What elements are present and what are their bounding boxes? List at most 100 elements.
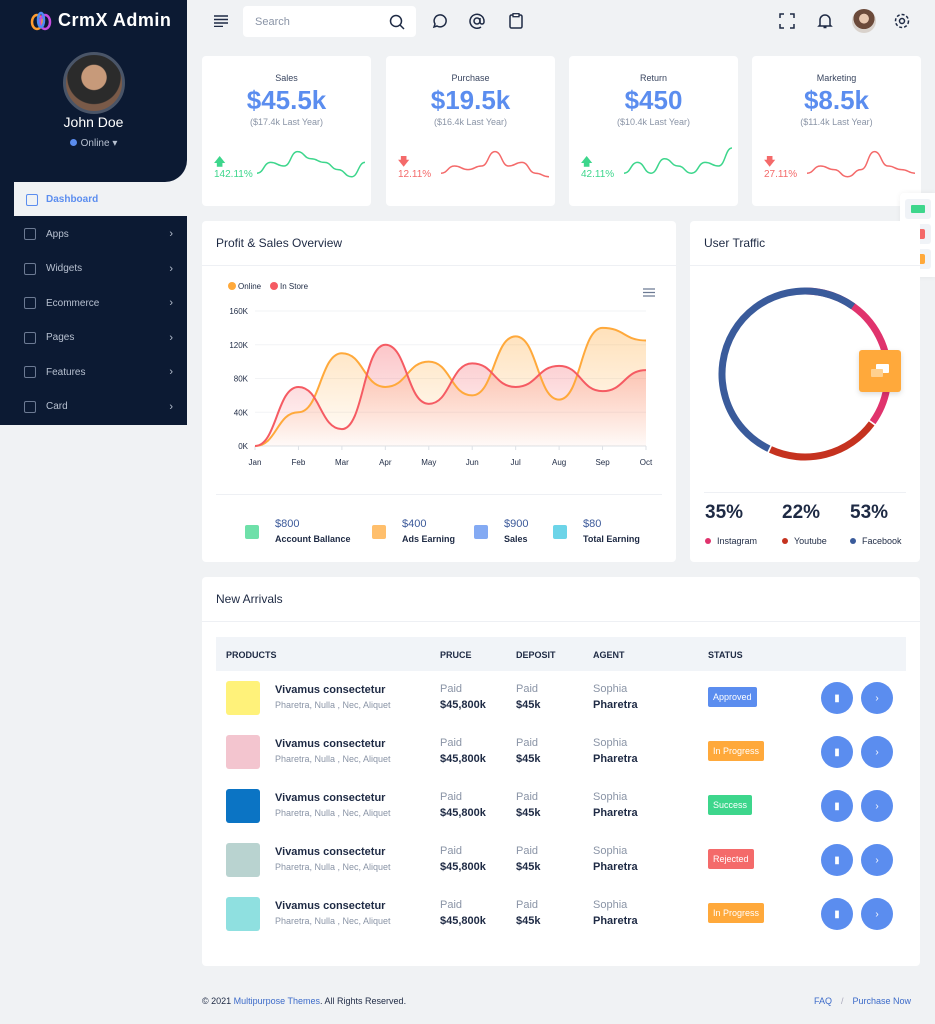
table-row: Vivamus consectetur Pharetra, Nulla , Ne…	[202, 735, 920, 789]
money-icon[interactable]	[905, 199, 931, 219]
product-tags: Pharetra, Nulla , Nec, Aliquet	[275, 700, 391, 710]
sidebar-item-card[interactable]: Card ›	[0, 390, 187, 424]
product-name[interactable]: Vivamus consectetur	[275, 738, 386, 750]
agent-surname: Pharetra	[593, 861, 638, 873]
product-name[interactable]: Vivamus consectetur	[275, 846, 386, 858]
overview-title: Profit & Sales Overview	[202, 221, 676, 266]
y-tick-label: 40K	[234, 408, 249, 417]
price-label: Paid	[440, 791, 463, 803]
agent-name: Sophia	[593, 791, 628, 803]
deposit-label: Paid	[516, 845, 539, 857]
product-name[interactable]: Vivamus consectetur	[275, 684, 386, 696]
profile-panel: CrmX Admin John Doe Online ▾	[0, 0, 187, 182]
y-tick-label: 80K	[234, 375, 249, 384]
x-tick-label: May	[421, 458, 436, 467]
sidebar-item-pages[interactable]: Pages ›	[0, 321, 187, 355]
product-name[interactable]: Vivamus consectetur	[275, 792, 386, 804]
faq-link[interactable]: FAQ	[813, 996, 832, 1006]
box-icon	[24, 366, 36, 378]
app-logo[interactable]: CrmX Admin	[30, 10, 171, 31]
chevron-right-icon: ›	[169, 297, 173, 309]
legend-marker	[228, 282, 236, 290]
user-status: Online	[80, 138, 110, 149]
sidebar-item-dashboard[interactable]: Dashboard	[14, 183, 194, 216]
legend-label: Online	[238, 282, 262, 291]
legend-label: In Store	[280, 282, 309, 291]
clipboard-icon[interactable]	[505, 10, 527, 32]
chevron-right-icon: ›	[875, 746, 879, 758]
monitor-icon	[26, 193, 38, 206]
product-name[interactable]: Vivamus consectetur	[275, 900, 386, 912]
chart-menu-icon[interactable]	[643, 284, 655, 302]
earning-icon	[372, 525, 386, 539]
product-image	[226, 681, 260, 715]
brand-link[interactable]: Multipurpose Themes	[233, 996, 321, 1006]
bookmark-button[interactable]: ▮	[821, 790, 853, 822]
fullscreen-icon[interactable]	[776, 10, 798, 32]
menu-toggle-icon[interactable]	[210, 10, 232, 32]
stat-label: Sales	[275, 73, 298, 83]
sidebar-item-ecommerce[interactable]: Ecommerce ›	[0, 286, 187, 320]
user-status-dropdown[interactable]: Online ▾	[0, 138, 187, 149]
table-row: Vivamus consectetur Pharetra, Nulla , Ne…	[202, 897, 920, 951]
separator: /	[840, 996, 844, 1006]
price-value: $45,800k	[440, 861, 486, 873]
details-button[interactable]: ›	[861, 736, 893, 768]
deposit-label: Paid	[516, 737, 539, 749]
bookmark-button[interactable]: ▮	[821, 898, 853, 930]
cast-icon	[24, 331, 36, 344]
footer: © 2021 Multipurpose Themes. All Rights R…	[202, 996, 406, 1006]
bookmark-button[interactable]: ▮	[821, 736, 853, 768]
search-input[interactable]: Search	[243, 6, 416, 37]
sidebar-item-apps[interactable]: Apps ›	[0, 217, 187, 251]
earning-item: $800 Account Ballance	[275, 518, 351, 544]
earning-value: $800	[275, 518, 300, 530]
earning-value: $400	[402, 518, 427, 530]
agent-name: Sophia	[593, 845, 628, 857]
details-button[interactable]: ›	[861, 682, 893, 714]
rights-text: . All Rights Reserved.	[320, 996, 407, 1006]
settings-gear-icon[interactable]	[891, 10, 913, 32]
traffic-legend-facebook: Facebook	[850, 536, 902, 546]
price-value: $45,800k	[440, 807, 486, 819]
details-button[interactable]: ›	[861, 844, 893, 876]
product-image	[226, 735, 260, 769]
sidebar-item-features[interactable]: Features ›	[0, 355, 187, 389]
at-sign-icon[interactable]	[466, 10, 488, 32]
stat-last-year: ($11.4k Last Year)	[800, 117, 873, 127]
header-avatar[interactable]	[852, 9, 876, 33]
chat-widget-button[interactable]	[859, 350, 901, 392]
earning-icon	[245, 525, 259, 539]
bookmark-button[interactable]: ▮	[821, 844, 853, 876]
bookmark-icon: ▮	[834, 746, 840, 758]
stat-value: $450	[624, 85, 683, 115]
agent-name: Sophia	[593, 899, 628, 911]
bookmark-button[interactable]: ▮	[821, 682, 853, 714]
notification-bell-icon[interactable]	[814, 10, 836, 32]
chat-icon[interactable]	[428, 10, 450, 32]
lotus-logo-icon	[30, 11, 52, 30]
grid-icon	[24, 228, 36, 240]
chevron-right-icon: ›	[169, 366, 173, 378]
user-avatar[interactable]	[63, 52, 125, 114]
sidebar-item-widgets[interactable]: Widgets ›	[0, 252, 187, 286]
edit-icon	[24, 262, 36, 275]
copyright: © 2021	[202, 996, 234, 1006]
earning-item: $400 Ads Earning	[402, 518, 455, 544]
overview-chart: 0K 40K 80K 120K 160K Jan Feb Mar Apr May Jun Jul Aug…	[228, 282, 653, 467]
product-image	[226, 789, 260, 823]
col-price: PRUCE	[440, 650, 472, 660]
series-line-in-store	[254, 343, 647, 447]
bookmark-icon: ▮	[834, 692, 840, 704]
chevron-right-icon: ›	[875, 854, 879, 866]
sidebar-item-label: Pages	[46, 332, 75, 343]
purchase-now-link[interactable]: Purchase Now	[852, 996, 911, 1006]
search-icon[interactable]	[389, 14, 405, 30]
earning-value: $900	[504, 518, 529, 530]
status-badge: In Progress	[708, 741, 765, 761]
sparkline	[257, 150, 366, 178]
x-tick-label: Aug	[552, 458, 566, 467]
details-button[interactable]: ›	[861, 790, 893, 822]
earning-item: $900 Sales	[504, 518, 528, 544]
details-button[interactable]: ›	[861, 898, 893, 930]
